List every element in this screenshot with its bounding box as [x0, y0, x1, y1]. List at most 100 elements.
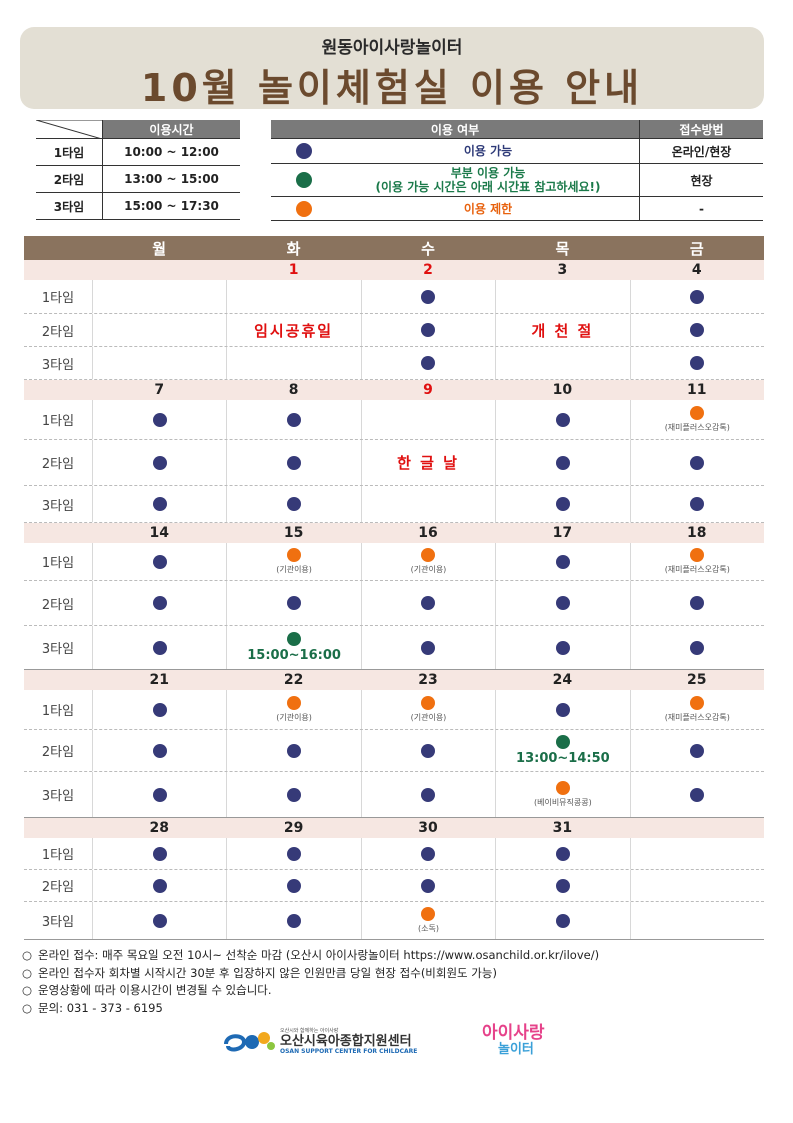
orange-dot-icon [421, 907, 436, 921]
calendar-corner [24, 236, 92, 260]
navy-dot-icon [287, 455, 302, 470]
note-line: ○ 온라인 접수: 매주 목요일 오전 10시~ 선착순 마감 (오산시 아이사랑… [22, 947, 782, 965]
time-table: 이용시간 1타임 10:00 ~ 12:00 2타임 13:00 ~ 15:00… [36, 120, 240, 220]
diagonal-corner [36, 120, 102, 139]
logo-tagline: 오산시와 함께하는 아이사랑 [280, 1027, 339, 1034]
legend-method-header: 접수방법 [639, 120, 763, 138]
date-row: 28 29 30 31 [24, 818, 764, 838]
slot-cell [495, 626, 629, 669]
slot-cell: (재미플러스오감톡) [629, 543, 764, 580]
slot-cell [629, 730, 764, 771]
slot-cell [495, 440, 629, 485]
navy-dot-icon [287, 913, 302, 928]
calendar-week: 1 2 3 4 1타임 2타임 3타임 임시공휴일 개 천 절 [24, 260, 764, 380]
slot-cell [360, 730, 495, 771]
date-number: 10 [552, 382, 573, 398]
date-number: 3 [557, 262, 568, 278]
slot-cell: (기관이용) [226, 543, 360, 580]
orange-dot-icon [287, 696, 302, 710]
slot-note: (기관이용) [276, 713, 312, 722]
navy-dot-icon [421, 289, 436, 304]
calendar-header: 월 화 수 목 금 [24, 236, 764, 260]
slot-row: 3타임 (베이비뮤직콩콩) [24, 772, 764, 818]
slot-row: 3타임 [24, 347, 764, 380]
slot-cell [226, 870, 360, 901]
legend-text: 이용 제한 [463, 201, 513, 216]
slot-cell [92, 870, 226, 901]
slot-label: 3타임 [41, 498, 75, 514]
slot-cell [360, 486, 495, 522]
orange-dot-icon [555, 781, 570, 795]
slot-cell [495, 314, 629, 346]
slot-cell [495, 838, 629, 869]
weekday-label: 목 [555, 239, 570, 258]
calendar: 월 화 수 목 금 1 2 3 4 1타임 2타임 3타임 임시공휴일 개 천 절 7 8 9 10 11… [24, 236, 764, 940]
slot-cell [629, 280, 764, 313]
time-row: 2타임 13:00 ~ 15:00 [36, 166, 240, 193]
slot-row: 1타임 [24, 838, 764, 870]
slot-cell [629, 870, 764, 901]
green-dot-icon [287, 632, 302, 646]
orange-dot-icon [690, 696, 705, 710]
navy-dot-icon [555, 455, 570, 470]
slot-cell [226, 280, 360, 313]
slot-cell [226, 730, 360, 771]
date-row: 14 15 16 17 18 [24, 523, 764, 543]
navy-dot-icon [152, 787, 167, 802]
slot-cell [226, 838, 360, 869]
time-row: 1타임 10:00 ~ 12:00 [36, 139, 240, 166]
navy-dot-icon [152, 554, 167, 569]
navy-dot-icon [421, 743, 436, 758]
slot-cell [226, 440, 360, 485]
time-value: 13:00 ~ 15:00 [102, 166, 240, 192]
slot-cell [226, 347, 360, 379]
slot-label: 2타임 [41, 880, 75, 895]
slot-cell [92, 280, 226, 313]
slot-row: 1타임 (기관이용) (기관이용) (재미플러스오감톡) [24, 543, 764, 581]
navy-dot-icon [287, 846, 302, 861]
navy-dot-icon [152, 596, 167, 610]
navy-dot-icon [152, 846, 167, 861]
legend-header: 이용 여부 접수방법 [271, 120, 763, 139]
navy-dot-icon [555, 554, 570, 569]
navy-dot-icon [287, 412, 302, 427]
navy-dot-icon [421, 846, 436, 861]
navy-dot-icon [421, 596, 436, 610]
slot-cell: (베이비뮤직콩콩) [495, 772, 629, 817]
navy-dot-icon [152, 412, 167, 427]
date-number: 16 [418, 525, 438, 541]
slot-cell [495, 690, 629, 729]
date-number: 23 [418, 672, 438, 688]
slot-cell [92, 581, 226, 625]
date-number: 4 [691, 262, 702, 278]
date-row: 7 8 9 10 11 [24, 380, 764, 400]
date-number: 2 [423, 262, 433, 278]
slot-cell [226, 314, 360, 346]
slot-cell [92, 772, 226, 817]
slot-cell [92, 730, 226, 771]
navy-dot-icon [555, 913, 570, 928]
navy-dot-icon [152, 497, 167, 511]
navy-dot-icon [690, 640, 705, 655]
date-number: 9 [423, 382, 433, 398]
slot-cell [360, 400, 495, 439]
slot-row: 1타임 [24, 280, 764, 314]
slot-row: 3타임 [24, 486, 764, 523]
navy-dot-icon [152, 640, 167, 655]
note-text: 운영상황에 따라 이용시간이 변경될 수 있습니다. [38, 983, 272, 997]
date-number: 8 [288, 382, 299, 398]
navy-dot-icon [690, 743, 705, 758]
green-dot-icon [555, 735, 570, 749]
navy-dot-icon [421, 878, 436, 893]
slot-cell [226, 486, 360, 522]
slot-label: 2타임 [41, 324, 75, 340]
navy-dot-icon [555, 846, 570, 861]
slot-cell [92, 543, 226, 580]
holiday-label: 임시공휴일 [254, 322, 334, 340]
navy-dot-icon [421, 787, 436, 802]
calendar-week: 14 15 16 17 18 1타임 (기관이용) (기관이용) (재미플러스오감톡) 2타임 3타… [24, 523, 764, 670]
note-line: ○ 문의: 031 - 373 - 6195 [22, 1000, 782, 1018]
date-number: 28 [149, 820, 169, 836]
legend-text: 부분 이용 가능 [450, 166, 526, 180]
slot-row: 3타임 (소독) [24, 902, 764, 940]
